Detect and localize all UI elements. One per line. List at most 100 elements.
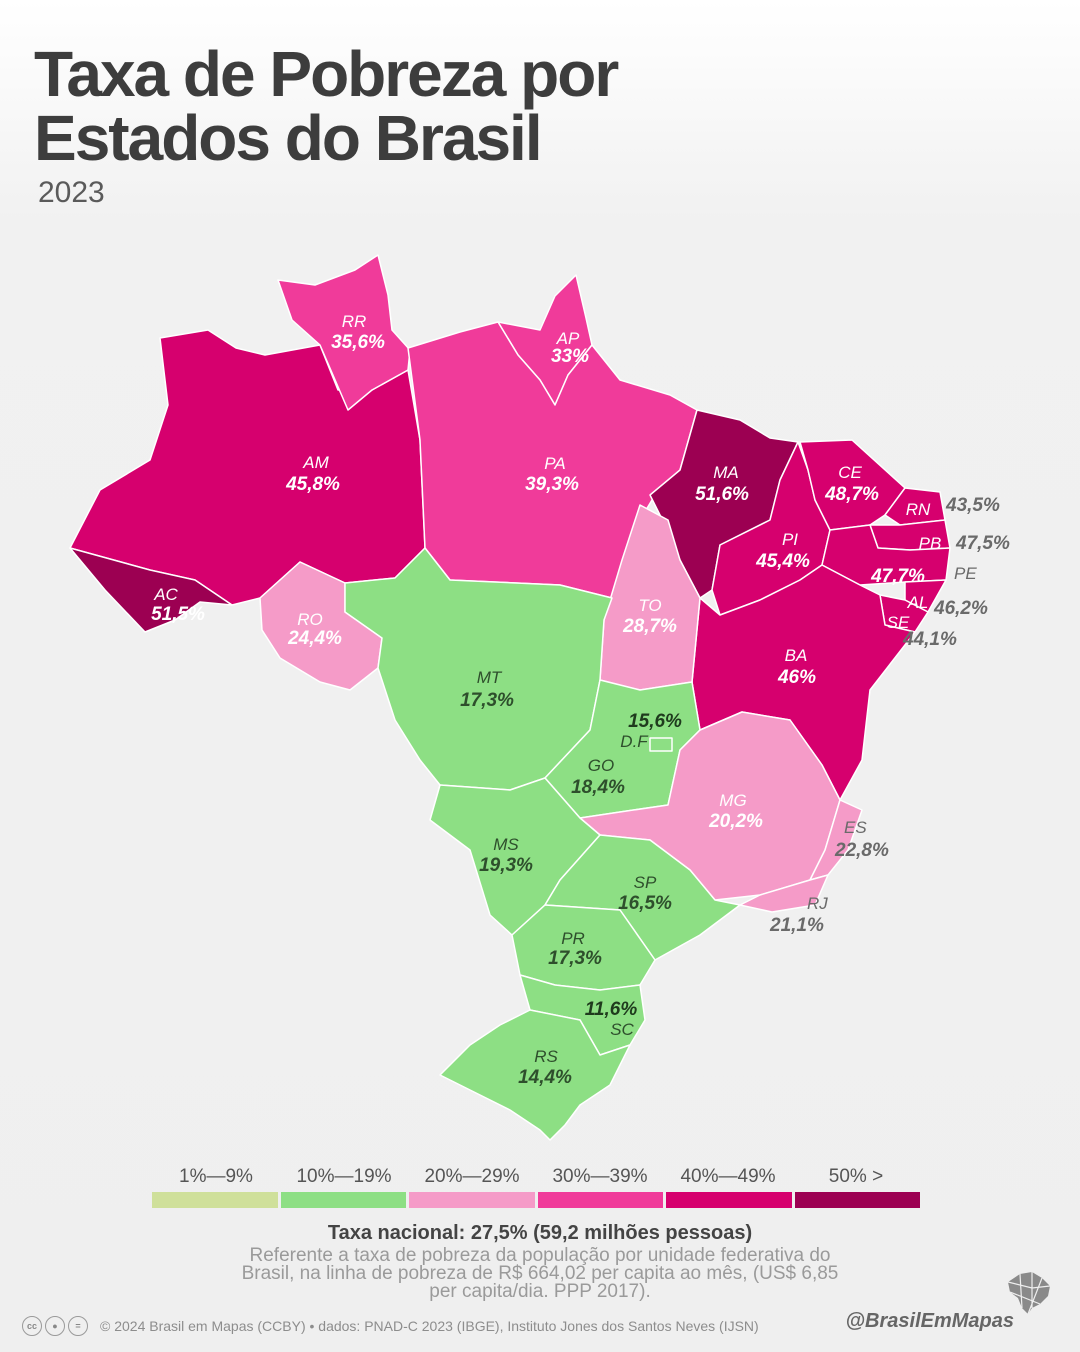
state-value: 45,8% (285, 474, 340, 495)
state-SP[interactable] (544, 834, 741, 961)
state-code-ES: ES (844, 818, 867, 837)
state-code: RR (342, 312, 367, 331)
label-PI: PI 45,4% (755, 530, 810, 572)
national-rate: Taxa nacional: 27,5% (59,2 milhões pesso… (327, 1222, 753, 1244)
label-MT: MT 17,3% (460, 668, 514, 711)
state-value: 20,2% (708, 811, 763, 832)
state-PE[interactable] (821, 524, 951, 586)
state-value: 17,3% (460, 690, 514, 711)
state-code: MG (719, 791, 746, 810)
state-value: 45,4% (755, 551, 810, 572)
brazil-logo-icon (1007, 1272, 1051, 1315)
state-value: 16,5% (618, 893, 672, 914)
legend-label: 40%—49% (680, 1166, 776, 1187)
state-DF[interactable] (649, 737, 673, 752)
state-value: 46% (777, 667, 816, 688)
state-value-ES: 22,8% (834, 840, 889, 861)
state-code: AM (302, 453, 329, 472)
state-code: AC (153, 585, 178, 604)
state-value: 11,6% (585, 999, 638, 1020)
title-line-2: Estados do Brasil (34, 102, 543, 174)
year-subtitle: 2023 (38, 176, 105, 209)
state-code: SP (634, 873, 657, 892)
by-icon: ● (45, 1316, 65, 1336)
label-BA: BA 46% (777, 646, 816, 688)
legend-label: 20%—29% (424, 1166, 520, 1187)
state-code: AP (556, 329, 580, 348)
state-code: MS (493, 835, 519, 854)
label-AM: AM 45,8% (285, 453, 340, 495)
legend-swatch (280, 1192, 406, 1208)
legend-swatch (152, 1192, 278, 1208)
state-value: 15,6% (628, 711, 682, 732)
state-code: MA (713, 463, 739, 482)
legend: 1%—9% 10%—19% 20%—29% 30%—39% 40%—49% 50… (152, 1166, 920, 1208)
state-value: 19,3% (479, 855, 533, 876)
state-AC[interactable] (69, 547, 233, 633)
nd-icon: = (68, 1316, 88, 1336)
label-DF: 15,6%D.F (620, 711, 682, 751)
state-code: RO (297, 610, 323, 629)
footer-credits: © 2024 Brasil em Mapas (CCBY) • dados: P… (100, 1318, 759, 1334)
state-code: PA (544, 454, 565, 473)
state-value: 33% (551, 346, 589, 367)
legend-label: 1%—9% (179, 1166, 253, 1187)
state-code-PB: PB (919, 534, 942, 553)
license-icons: cc ● = (22, 1316, 88, 1336)
state-code-RJ: RJ (807, 894, 828, 913)
page-title: Taxa de Pobreza por Estados do Brasil (34, 42, 734, 170)
state-value-SE: 44,1% (902, 629, 957, 650)
state-value: 51,5% (151, 604, 205, 625)
state-code: TO (638, 596, 661, 615)
state-value: 35,6% (331, 332, 385, 353)
legend-swatch (666, 1192, 792, 1208)
state-value: 28,7% (622, 616, 677, 637)
state-code: MT (477, 668, 503, 687)
state-code: GO (588, 756, 614, 775)
label-GO: GO 18,4% (571, 756, 625, 798)
state-value: 39,3% (525, 474, 579, 495)
legend-label: 10%—19% (296, 1166, 392, 1187)
state-code: D.F (620, 732, 649, 751)
state-value-RN: 43,5% (945, 495, 1000, 516)
state-value-PB: 47,5% (955, 533, 1010, 554)
cc-icon: cc (22, 1316, 42, 1336)
state-code: PR (561, 929, 585, 948)
state-RS[interactable] (439, 1009, 631, 1141)
label-CE: CE 48,7% (824, 463, 879, 505)
state-value: 14,4% (518, 1067, 572, 1088)
state-value: 18,4% (571, 777, 625, 798)
state-value: 24,4% (287, 628, 342, 649)
state-code: BA (785, 646, 808, 665)
methodology-note: Referente a taxa de pobreza da população… (241, 1245, 839, 1302)
label-SC: 11,6%SC (585, 999, 638, 1039)
state-code-SE: SE (887, 613, 910, 632)
state-code: CE (838, 463, 862, 482)
state-value-PE: 47,7% (870, 566, 925, 587)
state-value: 51,6% (695, 484, 749, 505)
legend-label: 30%—39% (552, 1166, 648, 1187)
state-code: SC (610, 1020, 634, 1039)
social-handle[interactable]: @BrasilEmMapas (845, 1310, 1014, 1332)
state-code-RN: RN (906, 500, 931, 519)
state-value-AL: 46,2% (933, 598, 988, 619)
state-code-AL: AL (907, 593, 929, 612)
state-code: RS (534, 1047, 558, 1066)
title-line-1: Taxa de Pobreza por (34, 38, 619, 110)
state-code-PE: PE (954, 564, 977, 583)
legend-swatch (409, 1192, 535, 1208)
legend-swatch (794, 1192, 920, 1208)
legend-swatch (537, 1192, 663, 1208)
state-value: 48,7% (824, 484, 879, 505)
